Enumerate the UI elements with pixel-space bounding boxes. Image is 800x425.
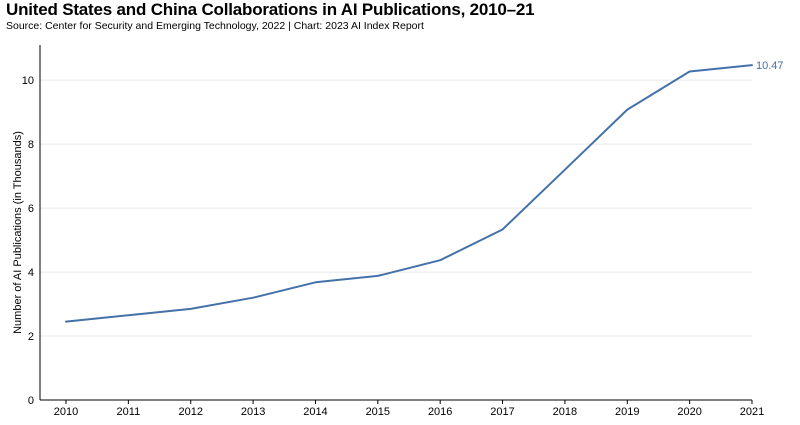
- data-point: [689, 70, 691, 73]
- x-tick-label: 2019: [615, 406, 639, 418]
- y-tick-label: 0: [28, 395, 34, 407]
- x-tick-label: 2012: [178, 406, 202, 418]
- data-point: [190, 308, 192, 310]
- y-tick-label: 6: [28, 203, 34, 215]
- y-tick-label: 8: [28, 139, 34, 151]
- x-tick-label: 2021: [740, 406, 764, 418]
- x-tick-label: 2016: [428, 406, 452, 418]
- data-point: [252, 297, 254, 299]
- x-axis-ticks: 2010 2011 2012 2013 2014 2015 2016 2017 2018 2019…: [54, 400, 764, 418]
- series-line: [65, 64, 753, 323]
- y-tick-label: 10: [22, 75, 34, 87]
- x-tick-label: 2014: [303, 406, 327, 418]
- x-tick-label: 2013: [241, 406, 265, 418]
- y-tick-label: 2: [28, 331, 34, 343]
- x-tick-label: 2018: [553, 406, 577, 418]
- y-axis-label: Number of AI Publications (in Thousands): [12, 131, 24, 334]
- data-point: [751, 64, 753, 66]
- chart-title: United States and China Collaborations i…: [6, 0, 535, 19]
- y-axis-ticks: 0 2 4 6 8 10: [22, 75, 34, 407]
- data-label: 10.47: [756, 60, 784, 72]
- data-point: [501, 228, 504, 231]
- data-point: [314, 281, 317, 283]
- series-group: 10.47: [65, 60, 784, 323]
- x-tick-label: 2010: [54, 406, 78, 418]
- data-point: [564, 169, 566, 171]
- x-tick-label: 2020: [677, 406, 701, 418]
- data-point: [65, 321, 67, 323]
- x-tick-label: 2015: [366, 406, 390, 418]
- x-tick-label: 2011: [117, 406, 141, 418]
- chart-subtitle: Source: Center for Security and Emerging…: [6, 20, 424, 32]
- data-point: [626, 109, 628, 111]
- data-point: [377, 275, 379, 277]
- y-tick-label: 4: [28, 267, 34, 279]
- data-point: [439, 259, 441, 261]
- data-point: [127, 314, 129, 316]
- grid-lines: [40, 79, 752, 337]
- x-tick-label: 2017: [490, 406, 514, 418]
